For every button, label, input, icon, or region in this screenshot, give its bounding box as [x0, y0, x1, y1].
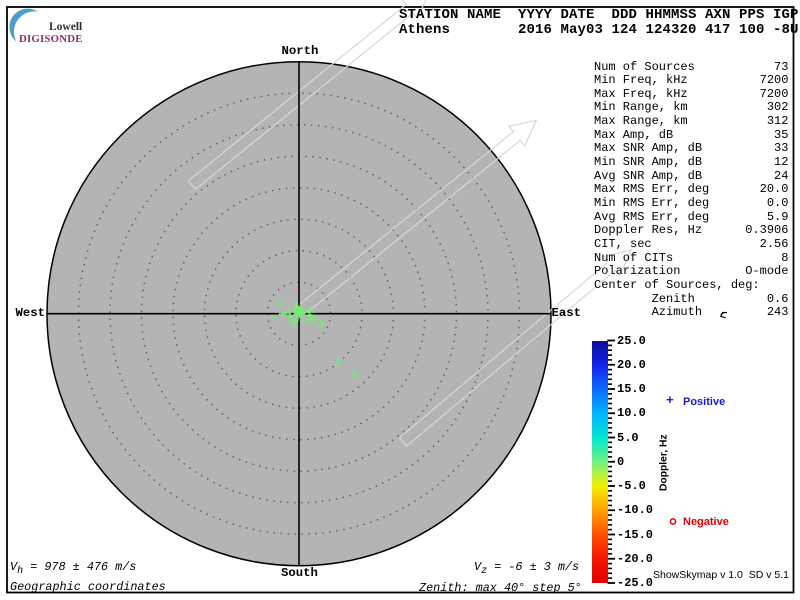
svg-text:Doppler, Hz: Doppler, Hz [659, 434, 670, 491]
